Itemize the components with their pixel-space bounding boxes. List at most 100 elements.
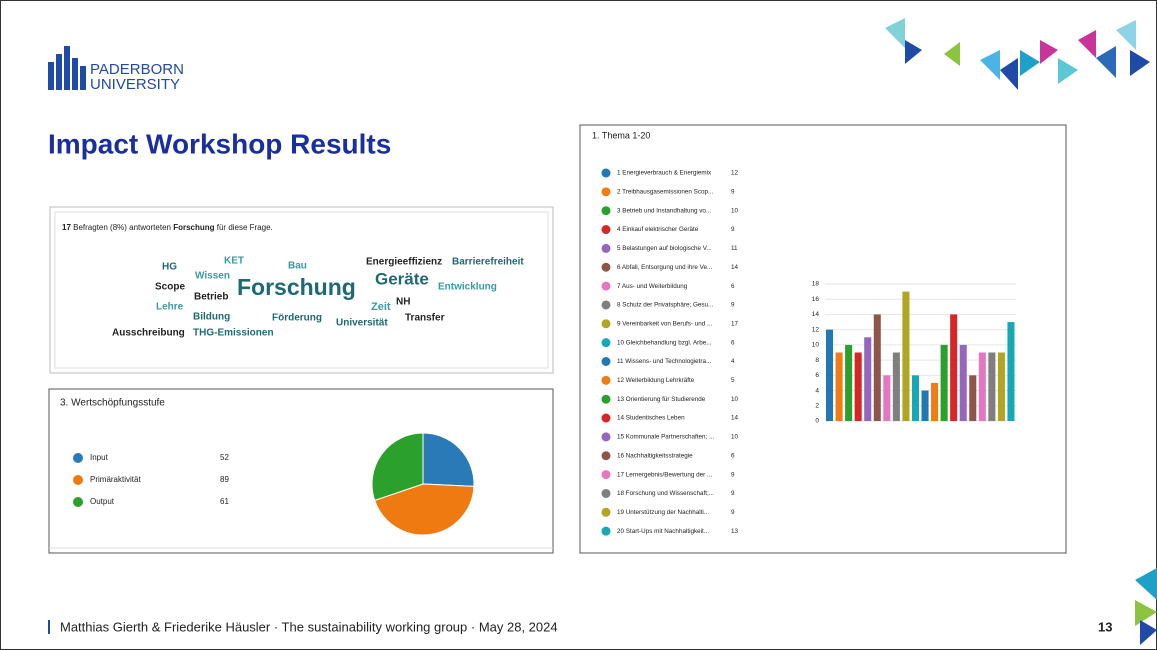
- legend-value: 11: [731, 245, 738, 252]
- legend-label: 19 Unterstützung der Nachhalti...: [617, 509, 709, 516]
- legend-swatch: [601, 451, 611, 461]
- legend-label: 9 Vereinbarkeit von Berufs- und ...: [617, 320, 712, 327]
- legend-label: Output: [90, 497, 115, 506]
- summary-part: für diese Frage.: [215, 223, 273, 232]
- legend-label: 15 Kommunale Partnerschaften; ...: [617, 434, 715, 441]
- y-tick-label: 18: [812, 281, 820, 288]
- word: Energieeffizienz: [366, 257, 442, 268]
- word: Barrierefreiheit: [452, 257, 524, 268]
- word: Lehre: [156, 302, 184, 313]
- word: HG: [162, 262, 177, 273]
- summary-part: 17: [62, 223, 71, 232]
- legend-label: 5 Belastungen auf biologische V...: [617, 245, 712, 252]
- legend-value: 52: [220, 453, 229, 462]
- legend-swatch: [73, 475, 83, 485]
- bar: [931, 382, 939, 421]
- bar: [902, 291, 910, 421]
- legend-swatch: [601, 300, 611, 310]
- y-tick-label: 10: [812, 342, 820, 349]
- legend-value: 9: [731, 509, 735, 516]
- footer: Matthias Gierth & Friederike Häusler · T…: [60, 619, 558, 634]
- y-tick-label: 0: [815, 418, 819, 425]
- legend-value: 6: [731, 339, 735, 346]
- legend-value: 14: [731, 264, 739, 271]
- legend-value: 61: [220, 497, 229, 506]
- legend-value: 10: [731, 396, 739, 403]
- bar: [988, 352, 996, 421]
- legend-label: 8 Schutz der Privatsphäre; Gesu...: [617, 302, 713, 309]
- pie-slice: [374, 483, 475, 536]
- legend-swatch: [601, 338, 611, 348]
- logo-text: PADERBORN: [90, 61, 184, 78]
- word: Zeit: [371, 301, 391, 313]
- y-tick-label: 14: [812, 311, 820, 318]
- legend-swatch: [601, 357, 611, 366]
- legend-label: 10 Gleichbehandlung bzgl. Arbe...: [617, 339, 712, 346]
- word: Ausschreibung: [112, 328, 185, 339]
- word: Scope: [155, 282, 185, 293]
- legend-label: 12 Weiterbildung Lehrkräfte: [617, 377, 695, 384]
- bar: [854, 352, 862, 421]
- word: Wissen: [195, 271, 230, 282]
- bar: [921, 390, 929, 421]
- word: NH: [396, 297, 410, 308]
- legend-swatch: [601, 281, 611, 291]
- summary-part: Befragten (8%) antworteten: [71, 223, 173, 232]
- bar: [911, 375, 919, 421]
- word: Geräte: [375, 269, 429, 288]
- y-tick-label: 2: [815, 402, 819, 409]
- word: Bau: [288, 261, 307, 272]
- bar: [959, 344, 967, 421]
- summary-part: Forschung: [173, 223, 214, 232]
- bar: [883, 375, 891, 421]
- legend-label: 11 Wissens- und Technologietra...: [617, 358, 712, 365]
- chart-title: 3. Wertschöpfungsstufe: [60, 398, 165, 409]
- legend-value: 17: [731, 320, 739, 327]
- bar: [864, 337, 872, 421]
- word: Förderung: [272, 313, 322, 324]
- legend-label: 6 Abfall, Entsorgung und ihre Ve...: [617, 264, 712, 271]
- legend-swatch: [73, 497, 83, 507]
- legend-swatch: [601, 262, 611, 272]
- word: KET: [224, 256, 244, 267]
- legend-value: 5: [731, 377, 735, 384]
- legend-swatch: [601, 432, 611, 442]
- slide-title: Impact Workshop Results: [48, 128, 391, 159]
- legend-value: 10: [731, 207, 739, 214]
- legend-swatch: [601, 225, 611, 235]
- legend-swatch: [601, 413, 611, 423]
- footer-bar: [48, 620, 50, 634]
- legend-swatch: [601, 319, 611, 329]
- legend-swatch: [601, 394, 611, 404]
- legend-label: 4 Einkauf elektrischer Geräte: [617, 226, 699, 233]
- pie-slice: [371, 432, 424, 501]
- legend-swatch: [601, 488, 611, 498]
- word: Universität: [336, 318, 388, 329]
- legend-label: 2 Treibhausgasemissionen Scop...: [617, 189, 714, 196]
- bar: [835, 352, 843, 421]
- bar: [978, 352, 986, 421]
- word-cloud: KET Bau Energieeffizienz Barrierefreiheit HG…: [112, 256, 524, 339]
- word-cloud-inner: [54, 211, 549, 369]
- page-number: 13: [1098, 619, 1112, 634]
- logo-icon: [48, 46, 86, 90]
- legend-swatch: [601, 187, 611, 197]
- bar: [997, 352, 1005, 421]
- legend-swatch: [601, 470, 611, 480]
- word: Entwicklung: [438, 282, 497, 293]
- legend-label: 3 Betrieb und Instandhaltung vo...: [617, 207, 711, 214]
- legend-value: 13: [731, 528, 739, 535]
- legend-label: 18 Forschung und Wissenschaft;...: [617, 490, 714, 497]
- legend-value: 10: [731, 434, 739, 441]
- decoration: [885, 18, 1157, 645]
- legend-swatch: [601, 243, 611, 253]
- word-cloud-box: [49, 206, 554, 374]
- y-tick-label: 8: [815, 357, 819, 364]
- bar: [826, 329, 834, 421]
- y-tick-label: 4: [815, 387, 819, 394]
- bar: [1007, 322, 1015, 421]
- legend-label: 13 Orientierung für Studierende: [617, 396, 706, 403]
- legend-value: 89: [220, 475, 229, 484]
- bar: [950, 314, 958, 421]
